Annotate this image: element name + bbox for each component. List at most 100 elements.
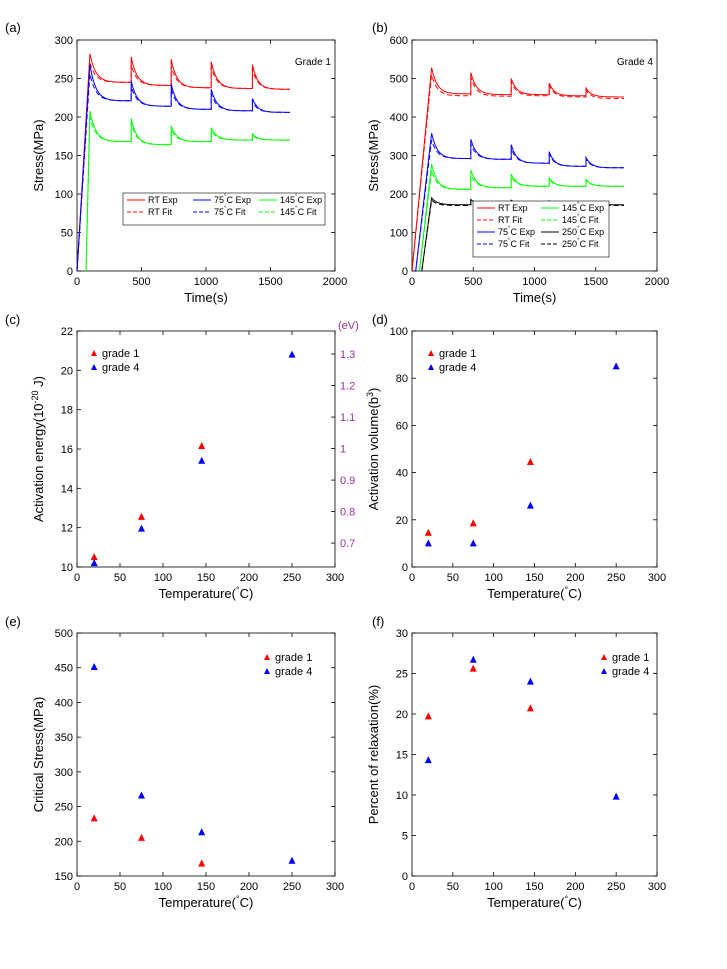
x-axis-label: Time(s) xyxy=(513,290,557,305)
y-tick-label: 200 xyxy=(55,112,73,124)
legend-label: 250°C Exp xyxy=(562,224,604,237)
y2-tick-label: 1.1 xyxy=(340,412,355,424)
panel-label: (b) xyxy=(372,20,388,35)
legend-marker xyxy=(428,364,434,370)
x-tick-label: 100 xyxy=(484,572,502,584)
data-point xyxy=(526,677,534,685)
y-tick-label: 300 xyxy=(55,767,73,779)
legend-label: RT Fit xyxy=(498,215,523,225)
x-axis-label: Temperature(°C) xyxy=(159,894,254,910)
y-tick-label: 14 xyxy=(61,483,73,495)
x-axis-label-text: Temperature( xyxy=(487,895,565,910)
series-line-75c-exp xyxy=(415,133,624,271)
series-line-145c-fit xyxy=(418,169,624,271)
x-tick-label: 100 xyxy=(154,572,172,584)
y2-tick-label: 1.3 xyxy=(340,349,355,361)
y-axis-label: Activation energy(10-20 J) xyxy=(30,376,46,522)
data-point xyxy=(90,559,98,567)
data-point xyxy=(424,539,432,547)
data-point xyxy=(138,833,145,841)
y-axis-label: Activation volume(b3) xyxy=(365,388,381,511)
data-point xyxy=(469,539,477,547)
data-point xyxy=(612,792,620,800)
panel-label: (a) xyxy=(5,20,21,35)
y-axis-label: Percent of relaxation(%) xyxy=(366,685,381,824)
series-layer xyxy=(77,53,290,271)
legend-label-text: C Exp xyxy=(580,203,605,213)
x-axis-label-text: Temperature( xyxy=(159,586,237,601)
legend-label: 145°C Exp xyxy=(280,192,322,205)
x-axis-label: Time(s) xyxy=(184,290,228,305)
series-line-rt-exp xyxy=(412,67,624,271)
x-tick-label: 50 xyxy=(114,881,126,893)
legend-label-text: RT Fit xyxy=(148,207,173,217)
data-point xyxy=(138,512,145,520)
y-tick-label: 600 xyxy=(390,35,408,47)
legend-box xyxy=(472,200,610,258)
y-tick-label: 20 xyxy=(396,709,408,721)
x-tick-label: 200 xyxy=(240,881,258,893)
legend-label: grade 1 xyxy=(439,348,476,360)
plot-frame xyxy=(76,39,336,272)
legend-label-text: RT Exp xyxy=(148,195,178,205)
legend-label: grade 1 xyxy=(102,348,139,360)
series-line-145c-exp xyxy=(85,110,290,271)
x-axis-label: Temperature(°C) xyxy=(487,894,582,910)
y-axis-label-text: Stress(MPa) xyxy=(366,119,381,191)
x-tick-label: 2000 xyxy=(645,276,669,288)
legend-label: grade 1 xyxy=(612,652,649,664)
x-tick-label: 0 xyxy=(74,276,80,288)
series-line-145c-fit xyxy=(85,116,290,271)
y-tick-label: 30 xyxy=(396,628,408,640)
legend: grade 1 grade 4 xyxy=(601,652,649,678)
x-tick-label: 1000 xyxy=(522,276,546,288)
x-axis-label-text: C) xyxy=(568,895,582,910)
y-tick-label: 400 xyxy=(55,697,73,709)
legend-label-text: C Fit xyxy=(298,207,317,217)
legend-label: 75°C Fit xyxy=(214,204,246,217)
grade-annotation: Grade 1 xyxy=(295,57,332,68)
degree-sign: ° xyxy=(295,204,298,212)
y-tick-label: 150 xyxy=(55,871,73,883)
y-tick-label: 350 xyxy=(55,732,73,744)
data-point xyxy=(469,655,477,663)
y-tick-label: 20 xyxy=(61,365,73,377)
degree-sign: ° xyxy=(224,192,227,200)
legend-label-text: C Exp xyxy=(227,195,252,205)
y2-tick-label: 0.9 xyxy=(340,475,355,487)
x-tick-label: 1500 xyxy=(584,276,608,288)
x-tick-label: 100 xyxy=(484,881,502,893)
x-axis-label-text: C) xyxy=(240,586,254,601)
degree-sign: ° xyxy=(577,236,580,244)
legend-box xyxy=(122,192,326,226)
degree-sign: ° xyxy=(577,200,580,208)
panel-e: 0 50 100 150 200 250 300 150 200 250 300 350 400 450 5… xyxy=(31,628,344,910)
y-tick-label: 0 xyxy=(67,266,73,278)
y-tick-label: 5 xyxy=(402,831,408,843)
legend-label-text: 145 xyxy=(562,215,577,225)
legend-marker xyxy=(601,654,607,660)
y2-tick-label: 1 xyxy=(340,444,346,456)
legend: grade 1 grade 4 xyxy=(91,348,139,374)
legend-label-text: C Exp xyxy=(580,227,605,237)
panel-f: 0 50 100 150 200 250 300 0 5 10 15 20 25 30 Temperatur… xyxy=(366,628,666,910)
degree-sign: ° xyxy=(236,585,240,595)
series-line-rt-fit xyxy=(77,62,290,271)
y-tick-label: 250 xyxy=(55,802,73,814)
y-axis-label: Stress(MPa) xyxy=(31,119,46,191)
legend-label-text: C Exp xyxy=(511,227,536,237)
legend-label: grade 4 xyxy=(439,362,476,374)
x-tick-label: 500 xyxy=(132,276,150,288)
legend-label-text: C Exp xyxy=(298,195,323,205)
legend-label: grade 4 xyxy=(612,666,649,678)
data-point xyxy=(469,664,477,672)
degree-sign: ° xyxy=(577,212,580,220)
legend-label-text: 75 xyxy=(214,207,224,217)
legend-label: grade 4 xyxy=(275,666,312,678)
x-tick-label: 0 xyxy=(409,276,415,288)
series-grade-4 xyxy=(424,362,620,547)
y-tick-label: 500 xyxy=(55,628,73,640)
grade-annotation: Grade 4 xyxy=(617,57,654,68)
y2-axis-label: (eV) xyxy=(338,320,359,332)
